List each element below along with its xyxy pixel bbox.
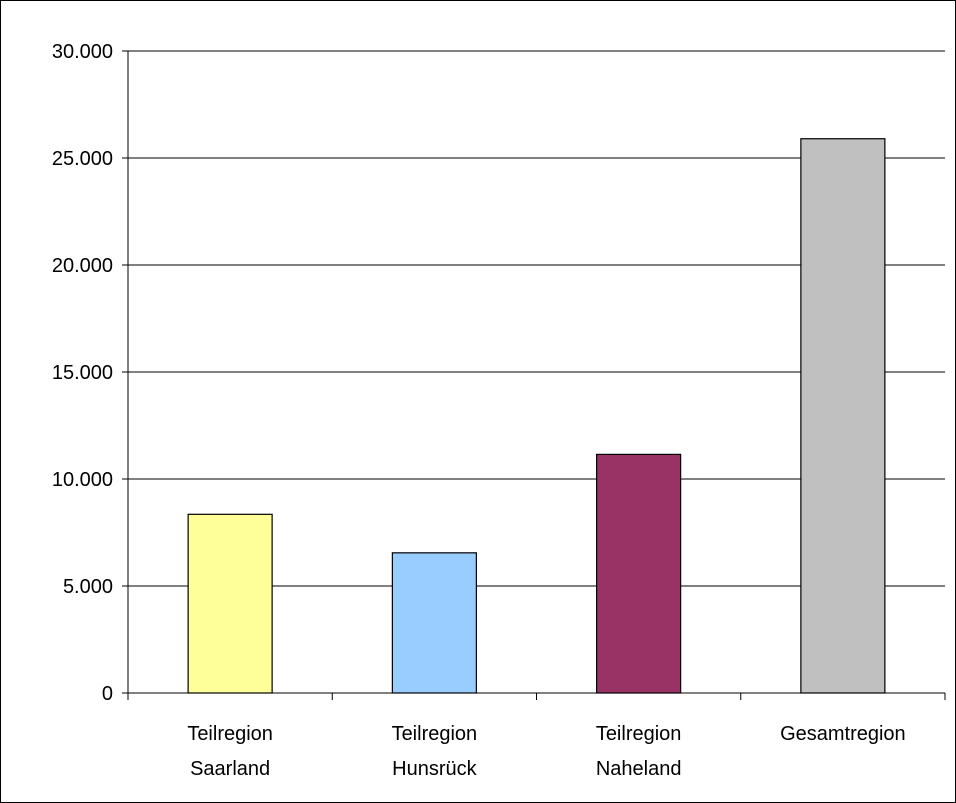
y-tick-label: 10.000: [52, 469, 113, 491]
bar: [391, 552, 477, 694]
x-category-label: Teilregion Saarland: [187, 723, 273, 780]
axes: [122, 50, 946, 700]
y-tick-label: 0: [102, 683, 113, 705]
x-category-label: Teilregion Hunsrück: [392, 723, 478, 780]
x-category-label: Gesamtregion: [780, 723, 906, 745]
y-tick-label: 5.000: [63, 576, 113, 598]
y-tick-label: 15.000: [52, 362, 113, 384]
bar: [187, 513, 273, 694]
bar: [800, 138, 886, 694]
axis-labels: 0 5.000 10.000 15.000 20.000 25.000 30.000 Teil…: [52, 41, 906, 780]
y-tick-label: 30.000: [52, 41, 113, 63]
bar: [596, 453, 682, 694]
y-tick-label: 25.000: [52, 148, 113, 170]
bars: [187, 138, 886, 694]
x-category-label: Teilregion Naheland: [596, 723, 682, 780]
y-tick-label: 20.000: [52, 255, 113, 277]
